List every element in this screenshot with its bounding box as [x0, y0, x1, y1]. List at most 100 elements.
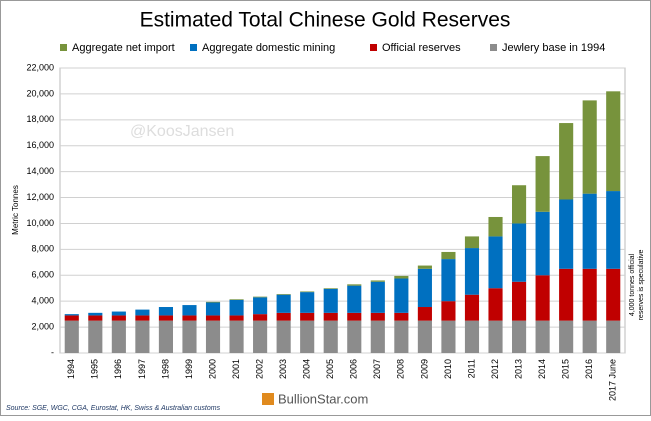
bar-segment: [464, 320, 480, 353]
bar-segment: [370, 312, 385, 321]
bar-segment: [253, 296, 268, 298]
legend-label: Jewlery base in 1994: [502, 42, 605, 54]
legend-label: Official reserves: [382, 42, 461, 54]
bar-segment: [535, 320, 550, 353]
bar-segment: [582, 193, 597, 269]
y-tick-label: 8,000: [31, 244, 54, 254]
x-tick-label: 2006: [349, 359, 359, 379]
x-tick-label: 2017 June: [608, 359, 618, 401]
bar-segment: [606, 91, 621, 192]
bar-segment: [253, 314, 268, 321]
y-tick-label: 2,000: [31, 321, 54, 331]
bar-segment: [276, 312, 291, 321]
bar-segment: [441, 301, 456, 321]
bar-segment: [582, 320, 597, 353]
x-tick-label: 2000: [207, 359, 217, 379]
bar-segment: [158, 307, 173, 316]
bar-segment: [229, 299, 244, 316]
bar-segment: [394, 278, 409, 313]
y-tick-label: 6,000: [31, 270, 54, 280]
x-tick-label: 2002: [254, 359, 264, 379]
bar-segment: [559, 199, 574, 269]
bar-segment: [488, 216, 503, 237]
bar-segment: [512, 320, 527, 353]
bar-segment: [229, 320, 244, 353]
bar-segment: [158, 315, 173, 321]
bar-segment: [370, 320, 385, 353]
x-tick-label: 2001: [231, 359, 241, 379]
note: reserves is speculative: [638, 249, 645, 320]
y-tick-label: 20,000: [26, 88, 54, 98]
bar-segment: [464, 294, 480, 321]
x-tick-label: 2010: [443, 359, 453, 379]
bar-segment: [323, 288, 338, 289]
bar-segment: [417, 265, 432, 269]
bar-segment: [276, 294, 291, 313]
bar-segment: [229, 315, 244, 321]
y-tick-label: 4,000: [31, 296, 54, 306]
bar-segment: [347, 285, 362, 313]
x-tick-label: 2015: [561, 359, 571, 379]
bar-segment: [88, 315, 103, 321]
bar-segment: [394, 275, 409, 279]
x-tick-label: 2013: [513, 359, 523, 379]
bar-segment: [606, 191, 621, 269]
legend-swatch: [490, 44, 497, 51]
bar-segment: [347, 312, 362, 321]
x-tick-label: 2005: [325, 359, 335, 379]
x-tick-label: 2007: [372, 359, 382, 379]
bar-segment: [300, 292, 315, 313]
x-tick-label: 1999: [184, 359, 194, 379]
bar-segment: [535, 211, 550, 276]
bar-segment: [253, 320, 268, 353]
bar-segment: [582, 100, 597, 194]
legend-swatch: [60, 44, 67, 51]
bar-segment: [323, 320, 338, 353]
x-tick-label: 2008: [396, 359, 406, 379]
bar-segment: [488, 320, 503, 353]
bar-segment: [253, 297, 268, 315]
bar-segment: [158, 320, 173, 353]
x-tick-label: 1998: [160, 359, 170, 379]
bar-segment: [441, 259, 456, 302]
x-tick-label: 2011: [466, 359, 476, 378]
bar-segment: [182, 315, 197, 321]
bar-segment: [347, 284, 362, 286]
logo-icon: [262, 393, 274, 405]
bar-segment: [535, 275, 550, 321]
y-tick-label: 22,000: [26, 62, 54, 72]
bar-segment: [64, 315, 79, 321]
bar-segment: [464, 236, 480, 249]
bar-segment: [559, 123, 574, 200]
x-tick-label: 1994: [66, 359, 76, 379]
x-tick-label: 1996: [113, 359, 123, 379]
bar-segment: [394, 320, 409, 353]
y-tick-label: 12,000: [26, 192, 54, 202]
bar-segment: [111, 311, 126, 316]
bar-segment: [417, 307, 432, 321]
bar-segment: [276, 294, 291, 295]
bar-segment: [582, 268, 597, 321]
bar-segment: [323, 312, 338, 321]
bar-segment: [606, 268, 621, 321]
bar-segment: [441, 320, 456, 353]
bar-segment: [111, 320, 126, 353]
bar-segment: [64, 320, 79, 353]
bar-segment: [64, 314, 79, 316]
x-tick-label: 2009: [419, 359, 429, 379]
bar-segment: [347, 320, 362, 353]
watermark: @KoosJansen: [130, 123, 234, 140]
y-tick-label: 16,000: [26, 140, 54, 150]
bar-segment: [488, 236, 503, 289]
bar-segment: [559, 320, 574, 353]
legend-label: Aggregate domestic mining: [202, 42, 335, 54]
bar-segment: [205, 320, 221, 353]
bar-segment: [276, 320, 291, 353]
bar-segment: [135, 309, 150, 316]
bar-segment: [606, 320, 621, 353]
bar-segment: [417, 268, 432, 308]
x-tick-label: 2004: [302, 359, 312, 379]
bar-segment: [229, 299, 244, 300]
legend-label: Aggregate net import: [72, 42, 175, 54]
